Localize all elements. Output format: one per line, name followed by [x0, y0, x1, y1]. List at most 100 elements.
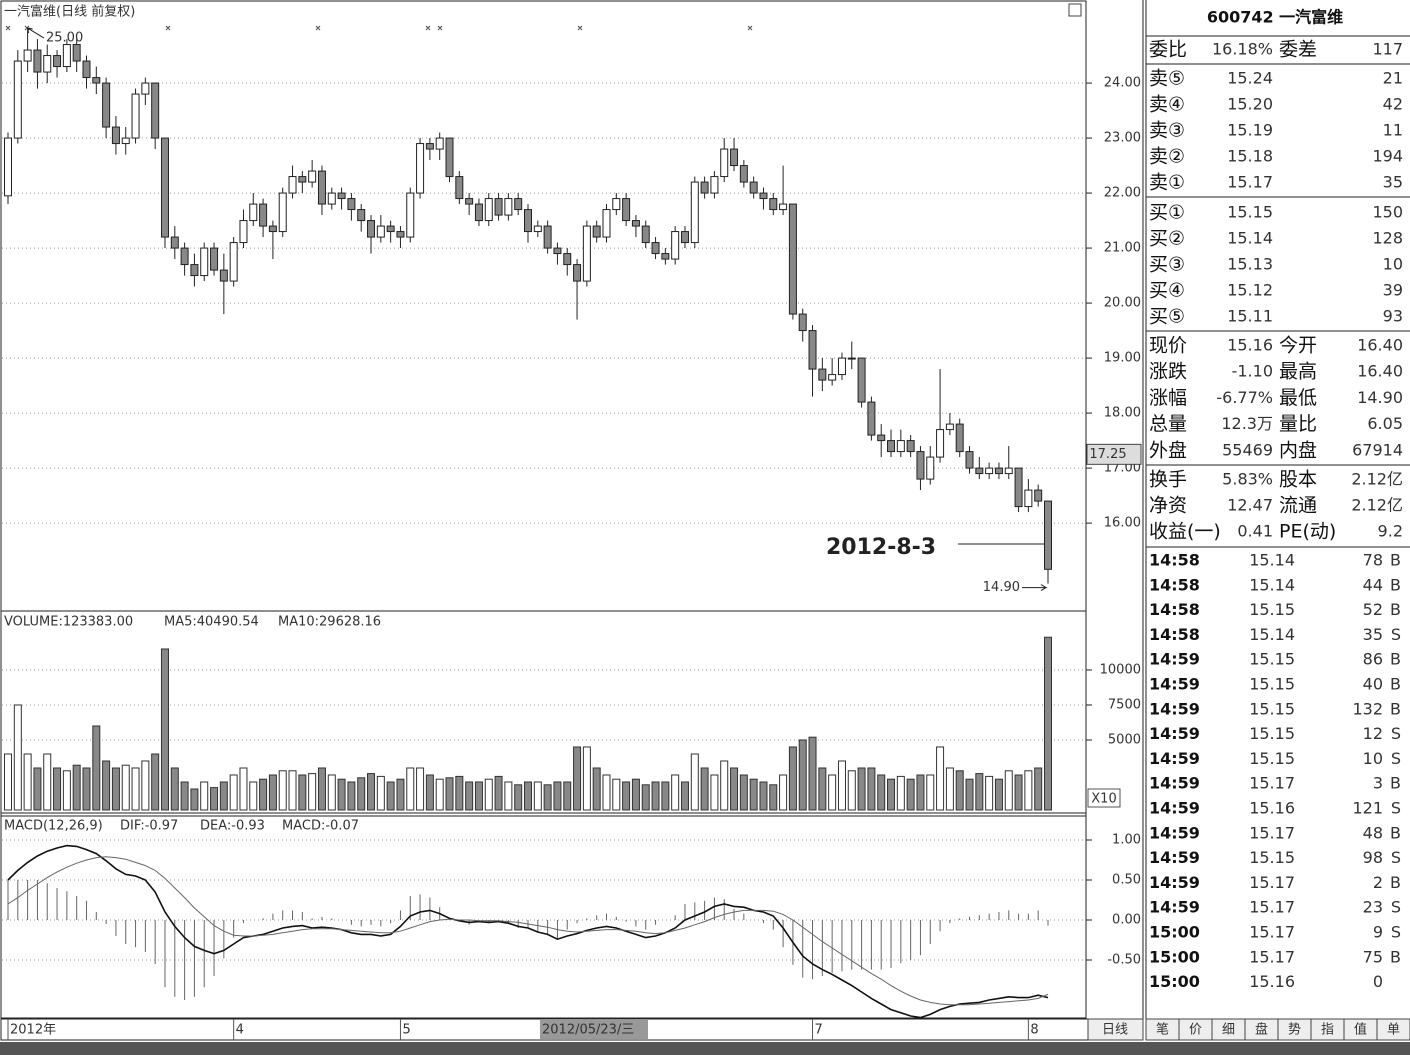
high-label: 25.00 [46, 31, 83, 46]
period-tab-label: 日线 [1102, 1023, 1128, 1038]
volume-bar [190, 788, 199, 811]
bid-label: 买② [1149, 228, 1185, 250]
unit-label: X10 [1091, 792, 1116, 807]
trade-time: 14:58 [1149, 625, 1200, 644]
candle-body [141, 82, 150, 95]
volume-bar [631, 778, 640, 811]
candle-body [524, 209, 532, 233]
volume-bar [730, 767, 739, 811]
candle-body [926, 456, 935, 480]
unit-box [1087, 788, 1121, 808]
trade-time: 14:59 [1149, 650, 1200, 669]
volume-bar [92, 725, 101, 811]
trade-price: 15.17 [1249, 947, 1295, 966]
candle-body [906, 440, 915, 453]
volume-bar [622, 781, 631, 811]
trade-side: S [1391, 799, 1401, 818]
trade-time: 14:59 [1149, 799, 1200, 818]
candle-body [661, 253, 670, 260]
volume-bar [347, 781, 356, 811]
bid-volume: 10 [1383, 255, 1403, 274]
bid-label: 买① [1149, 202, 1185, 224]
trade-time: 14:58 [1149, 551, 1200, 570]
panel-tab[interactable] [1376, 1018, 1410, 1041]
trade-price: 15.14 [1249, 575, 1295, 594]
y-tick-label: 7500 [1108, 697, 1141, 712]
candle-body [759, 192, 768, 200]
field-value: 2.12亿 [1351, 496, 1403, 515]
field-value: 67914 [1352, 440, 1403, 459]
trade-volume: 40 [1363, 675, 1383, 694]
volume-bar [62, 770, 71, 811]
candle-body [131, 93, 140, 139]
ask-label: 卖⑤ [1149, 68, 1185, 90]
candle-body [445, 137, 454, 178]
bid-label: 买⑤ [1149, 306, 1185, 328]
candle-body [1014, 467, 1023, 508]
volume-bar [367, 773, 376, 811]
candle-body [494, 198, 503, 216]
volume-bar [975, 773, 984, 811]
candle-body [82, 60, 91, 79]
volume-bar [690, 753, 699, 811]
candle-body [249, 203, 258, 222]
candle-body [671, 231, 680, 260]
candle-body [730, 148, 739, 167]
candle-body [288, 176, 297, 194]
trade-volume: 3 [1373, 774, 1383, 793]
field-value: 15.16 [1227, 336, 1273, 355]
bid-volume: 150 [1372, 203, 1403, 222]
volume-bar [916, 774, 925, 811]
candle-body [160, 137, 169, 238]
y-tick-label: 18.00 [1104, 406, 1141, 421]
field-label: 委差 [1279, 39, 1317, 61]
volume-bar [317, 767, 326, 811]
candle-body [190, 264, 199, 277]
volume-bar [160, 648, 169, 811]
volume-bar [994, 778, 1003, 811]
volume-bar [416, 767, 425, 811]
period-tab[interactable] [1087, 1018, 1144, 1041]
candle-body [1024, 489, 1033, 508]
macd-header: MACD(12,26,9) [4, 819, 103, 834]
bid-label: 买③ [1149, 254, 1185, 276]
volume-bar [229, 774, 238, 811]
volume-bar [788, 746, 797, 811]
volume-bar [445, 777, 454, 811]
trade-volume: 10 [1363, 749, 1383, 768]
trade-volume: 121 [1352, 799, 1383, 818]
trade-price: 15.17 [1249, 923, 1295, 942]
candle-body [602, 209, 611, 238]
volume-bar [524, 781, 532, 811]
field-label: 净资 [1149, 495, 1187, 517]
ask-price: 15.24 [1227, 69, 1273, 88]
y-tick-label: 22.00 [1104, 186, 1141, 201]
field-value: 12.47 [1227, 496, 1273, 515]
candle-body [641, 225, 650, 244]
high-arrow [27, 27, 45, 39]
trade-side: B [1390, 551, 1401, 570]
field-value: 14.90 [1357, 388, 1403, 407]
trade-price: 15.16 [1249, 972, 1295, 991]
candle-body [818, 368, 827, 381]
volume-bar [504, 781, 513, 811]
volume-bar [13, 704, 22, 811]
y-tick-label: 24.00 [1104, 76, 1141, 91]
candle-body [533, 225, 542, 233]
volume-bar [111, 767, 120, 811]
bid-price: 15.14 [1227, 229, 1273, 248]
panel-tab-label: 笔 [1156, 1022, 1169, 1038]
volume-bar [720, 760, 729, 811]
volume-bar [955, 770, 964, 811]
trade-price: 15.17 [1249, 898, 1295, 917]
trade-side: S [1391, 724, 1401, 743]
candle-body [465, 198, 474, 205]
field-label: PE(动) [1279, 521, 1336, 543]
candle-body [367, 220, 376, 238]
volume-bar [1004, 770, 1013, 811]
volume-bar [268, 774, 277, 811]
candle-body [700, 181, 709, 194]
cursor-date: 2012/05/23/三 [542, 1023, 634, 1038]
volume-bar [887, 778, 896, 811]
